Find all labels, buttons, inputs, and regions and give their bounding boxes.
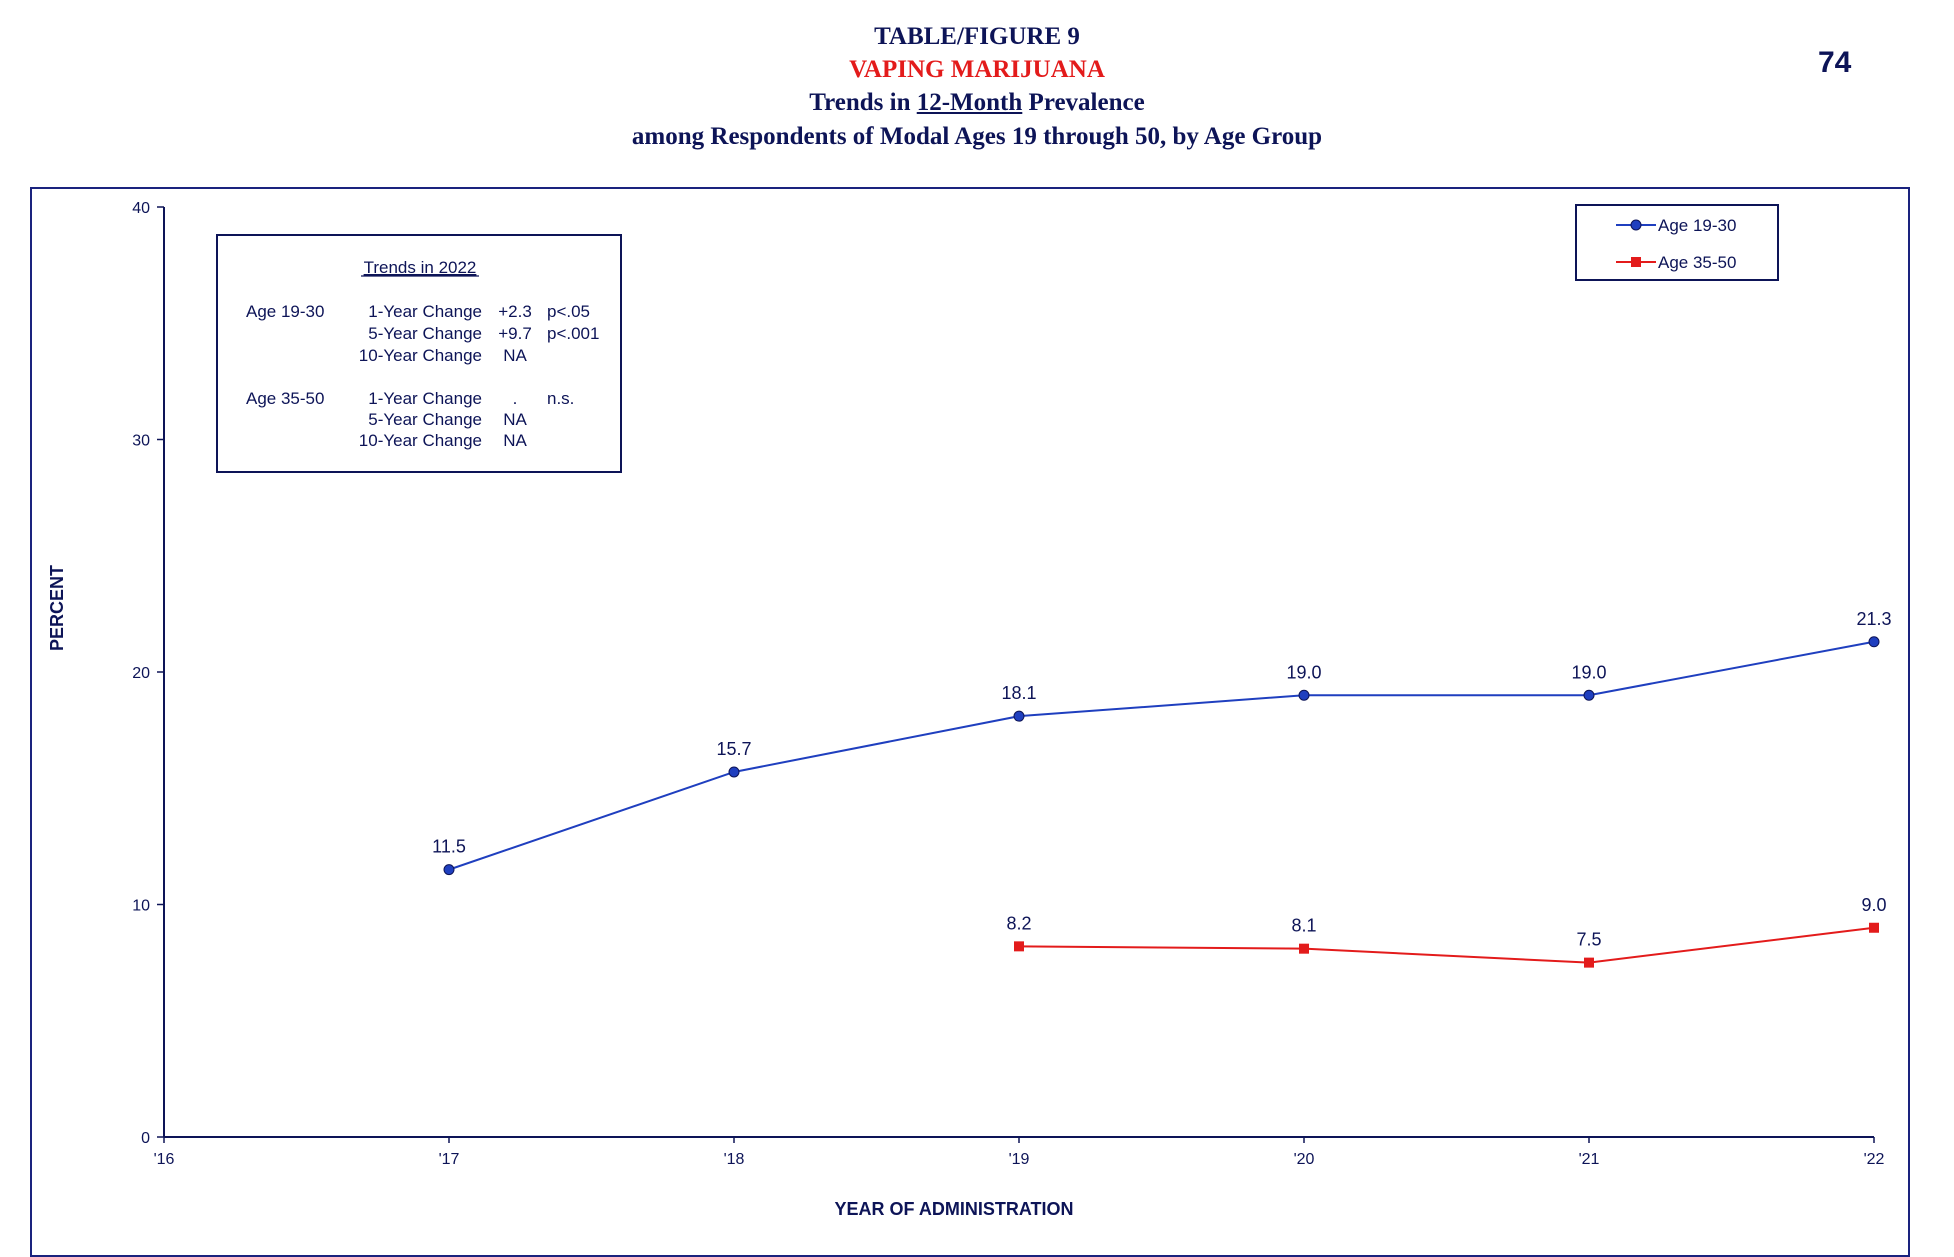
x-tick-label: '16 (154, 1151, 175, 1168)
figure-title: VAPING MARIJUANA (849, 56, 1105, 83)
trends-change-value: NA (503, 410, 527, 429)
page-number: 74 (1818, 46, 1852, 79)
series-line-age-19-30 (448, 640, 1875, 871)
y-tick-label: 10 (132, 898, 150, 915)
data-point-age-35-50 (1584, 957, 1594, 968)
trends-box: Trends in 2022 Age 19-30 1-Year Change +… (216, 234, 622, 473)
trends-change-label: 1-Year Change (368, 302, 482, 321)
legend: Age 19-30 Age 35-50 (1575, 204, 1779, 281)
data-label-age-19-30: 18.1 (1001, 683, 1036, 703)
trends-change-value: . (513, 389, 518, 408)
data-label-age-35-50: 7.5 (1576, 930, 1601, 950)
figure-header: TABLE/FIGURE 9 VAPING MARIJUANA Trends i… (0, 20, 1954, 154)
series-line-age-35-50 (1018, 926, 1875, 964)
trends-change-sig: p<.001 (547, 324, 599, 343)
trends-change-label: 5-Year Change (368, 410, 482, 429)
legend-marker-age-19-30 (1630, 219, 1642, 231)
figure-subtitle: Trends in 12-Month Prevalence (809, 89, 1145, 116)
data-label-age-35-50: 8.1 (1291, 916, 1316, 936)
y-axis-title: PERCENT (47, 565, 67, 651)
data-point-age-19-30 (443, 864, 455, 876)
data-label-age-35-50: 8.2 (1006, 913, 1031, 933)
data-point-age-35-50 (1014, 941, 1024, 952)
y-tick-label: 30 (132, 433, 150, 450)
trends-change-sig: n.s. (547, 389, 574, 408)
data-point-age-35-50 (1869, 922, 1879, 933)
subtitle-underlined: 12-Month (916, 89, 1023, 116)
trends-change-label: 10-Year Change (359, 431, 482, 450)
data-label-age-19-30: 19.0 (1571, 662, 1606, 682)
x-tick-label: '20 (1294, 1151, 1315, 1168)
trends-group-label: Age 19-30 (246, 302, 324, 321)
x-axis-title: YEAR OF ADMINISTRATION (835, 1199, 1074, 1219)
trends-change-value: NA (503, 346, 527, 365)
y-tick-label: 20 (132, 665, 150, 682)
trends-box-border (216, 234, 622, 473)
trends-change-value: +9.7 (498, 324, 532, 343)
data-label-age-19-30: 11.5 (432, 837, 466, 857)
trends-change-value: NA (503, 431, 527, 450)
trends-change-label: 1-Year Change (368, 389, 482, 408)
data-label-age-35-50: 9.0 (1861, 895, 1886, 915)
data-point-age-19-30 (1013, 710, 1025, 722)
trends-change-label: 10-Year Change (359, 346, 482, 365)
x-tick-label: '21 (1579, 1151, 1600, 1168)
data-point-age-19-30 (1583, 689, 1595, 701)
legend-label-age-19-30: Age 19-30 (1658, 216, 1736, 235)
data-label-age-19-30: 21.3 (1856, 609, 1891, 629)
x-tick-label: '18 (724, 1151, 745, 1168)
data-point-age-19-30 (1868, 636, 1880, 648)
trends-box-title: Trends in 2022 (364, 258, 477, 277)
legend-marker-age-35-50 (1631, 257, 1641, 267)
trends-group-label: Age 35-50 (246, 389, 324, 408)
y-tick-label: 0 (141, 1130, 150, 1147)
data-point-age-19-30 (1298, 689, 1310, 701)
data-label-age-19-30: 15.7 (716, 739, 751, 759)
axes: 0 10 20 30 40 '16 '17 '18 '19 '20 '21 '22 (132, 200, 1884, 1168)
x-tick-label: '19 (1009, 1151, 1030, 1168)
series-layer: 11.5 15.7 18.1 19.0 19.0 21.3 8.2 8.1 7.5 9.0 (432, 609, 1892, 968)
legend-border (1575, 204, 1779, 281)
y-tick-label: 40 (132, 200, 150, 217)
data-point-age-19-30 (728, 766, 740, 778)
trends-change-label: 5-Year Change (368, 324, 482, 343)
figure-subtitle-2: among Respondents of Modal Ages 19 throu… (631, 123, 1323, 150)
data-point-age-35-50 (1299, 943, 1309, 954)
data-label-age-19-30: 19.0 (1286, 662, 1321, 682)
trends-change-value: +2.3 (498, 302, 532, 321)
x-tick-label: '17 (439, 1151, 460, 1168)
trends-change-sig: p<.05 (547, 302, 590, 321)
x-tick-label: '22 (1864, 1151, 1885, 1168)
figure-number: TABLE/FIGURE 9 (874, 23, 1080, 50)
legend-label-age-35-50: Age 35-50 (1658, 253, 1736, 272)
